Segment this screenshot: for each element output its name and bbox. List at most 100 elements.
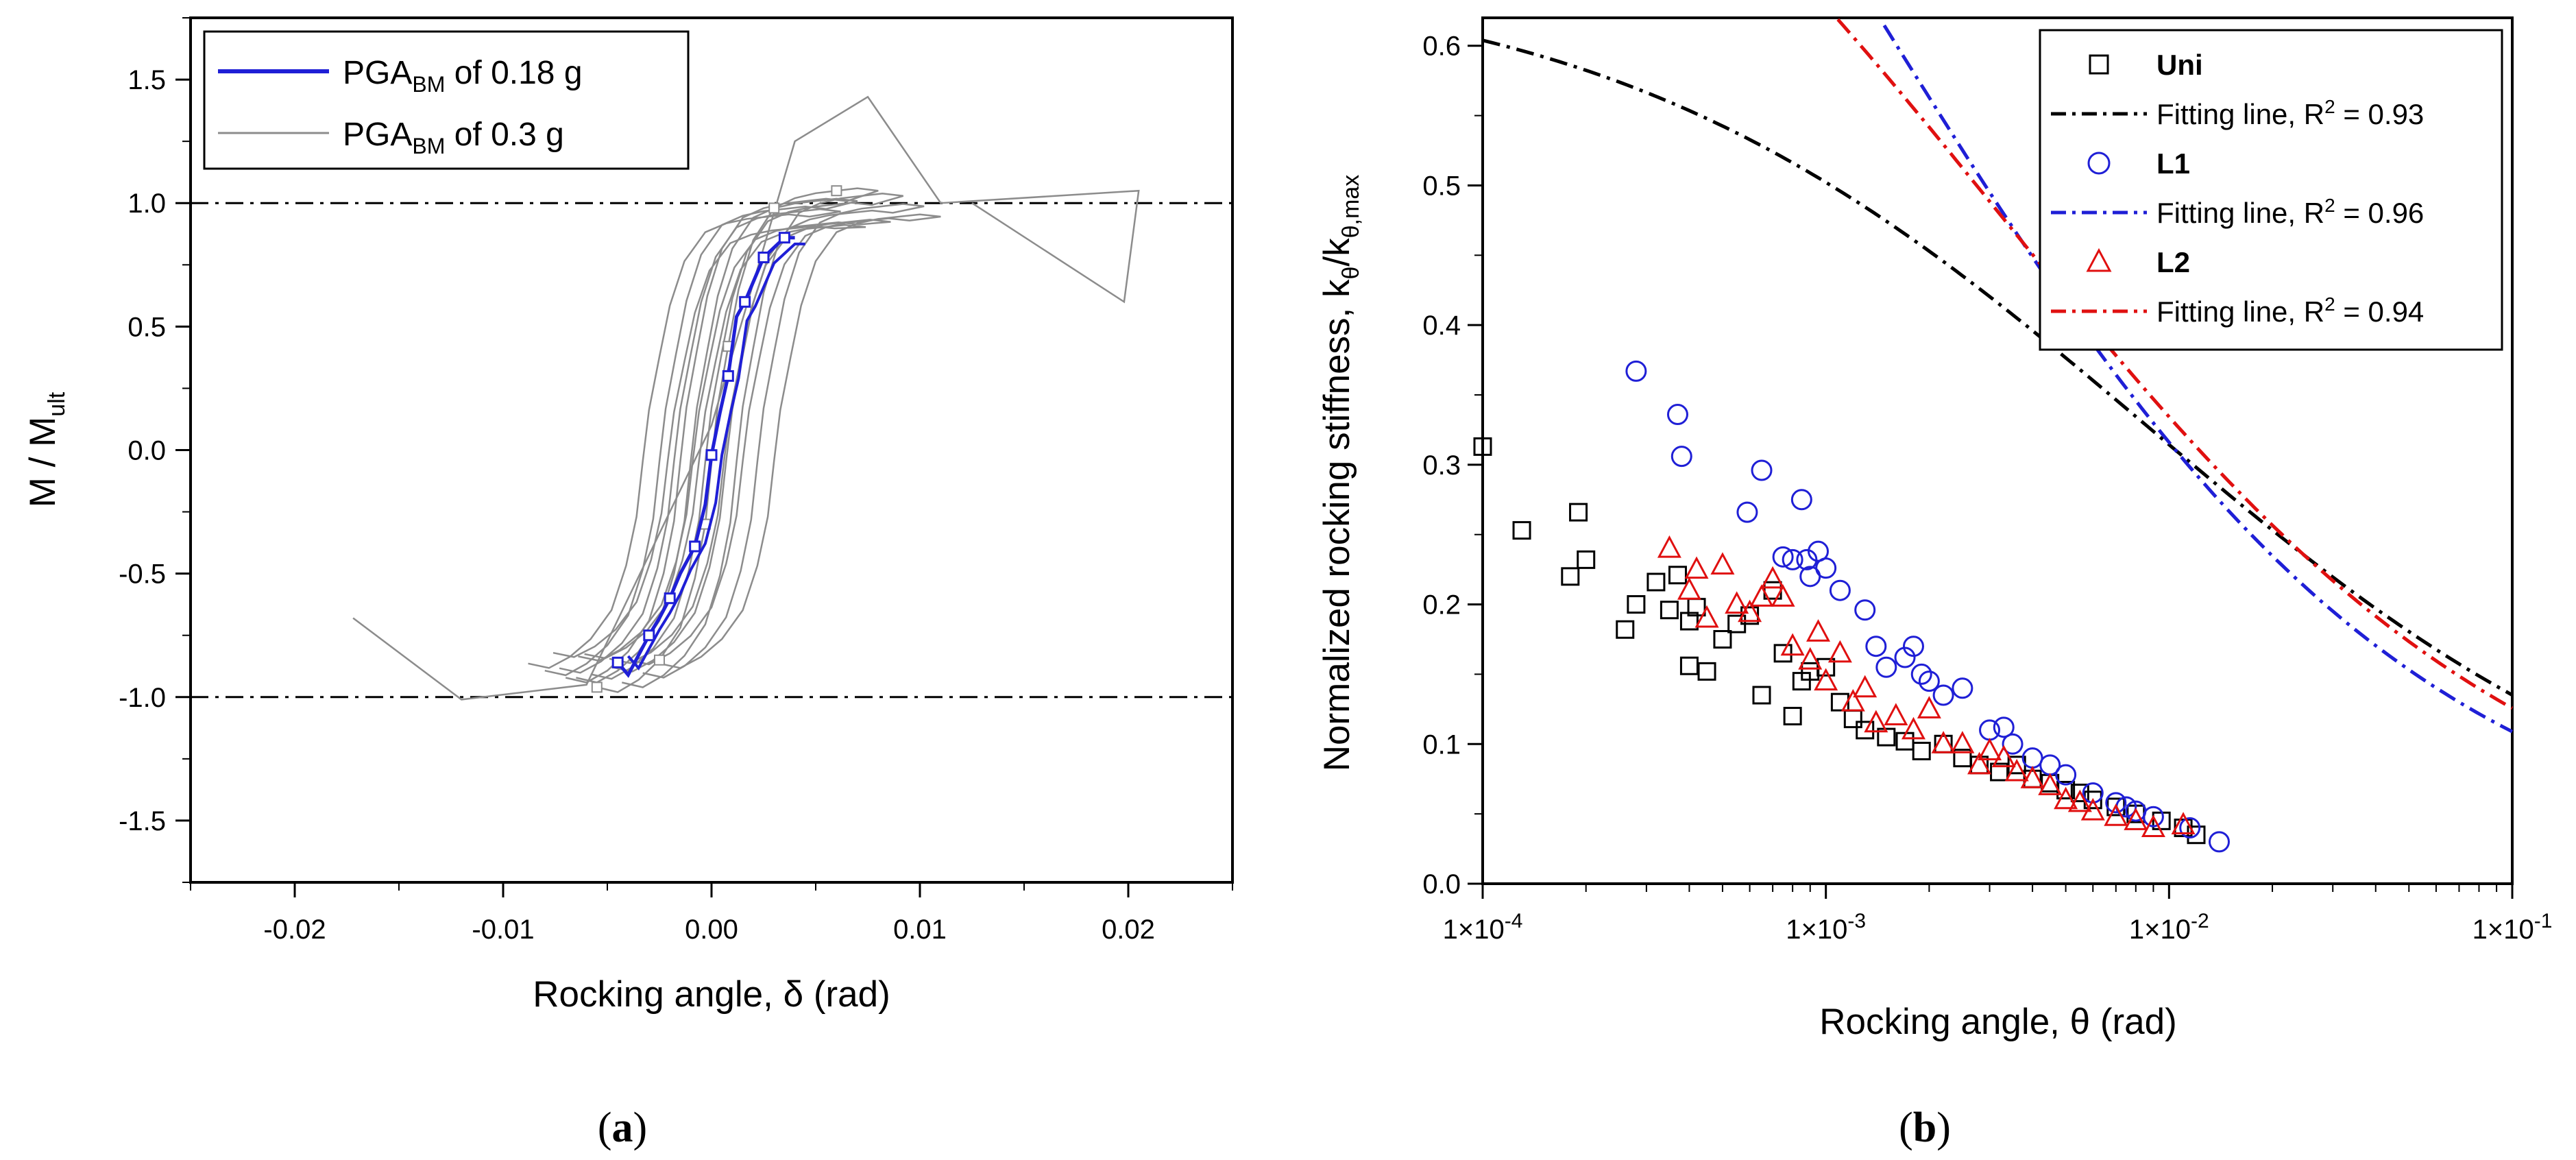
panel-b-y-axis-label: Normalized rocking stiffness, kθ/kθ,max <box>1317 175 1364 771</box>
panel-b-plot-frame <box>1481 16 2514 885</box>
panel-b-point-l2-31 <box>2080 797 2105 821</box>
panel-b-point-l1-13 <box>1854 599 1876 621</box>
panel-b-x-axis-label: Rocking angle, θ (rad) <box>1819 1002 2176 1042</box>
panel-a-series-0.3g-loop-0 <box>565 187 879 693</box>
panel-b-point-l2-5 <box>1725 591 1749 614</box>
panel-b-point-uni-23 <box>1816 657 1836 677</box>
panel-b-point-uni-10 <box>1679 656 1699 675</box>
panel-a-series-0.18g-marker-10 <box>722 370 734 382</box>
panel-b-y-tick-label-6: 0.6 <box>1422 32 1461 62</box>
panel-b-y-tick-label-4: 0.4 <box>1422 311 1461 341</box>
panel-b-y-tick-label-5: 0.5 <box>1422 171 1461 201</box>
panel-b-point-uni-2 <box>1561 567 1580 586</box>
panel-b-point-l2-10 <box>1780 633 1805 656</box>
panel-b-point-uni-4 <box>1577 550 1596 569</box>
panel-b-point-l1-29 <box>2105 792 2127 814</box>
panel-b-point-uni-5 <box>1616 620 1635 639</box>
panel-b-y-axis-label-sub2: θ,max <box>1338 175 1364 239</box>
panel-b-point-l1-8 <box>1796 548 1818 570</box>
panel-a-legend-label-0: PGABM of 0.18 g <box>343 55 583 97</box>
panel-b-point-uni-44 <box>2187 825 2206 845</box>
panel-b-point-l1-3 <box>1736 501 1758 523</box>
panel-b-point-l1-14 <box>1865 636 1887 657</box>
panel-b-point-uni-19 <box>1773 644 1793 663</box>
panel-b-point-l2-26 <box>2004 758 2029 782</box>
panel-b-y-tick-label-3: 0.3 <box>1422 450 1461 481</box>
panel-b-point-l2-4 <box>1710 552 1735 575</box>
panel-b-point-l2-6 <box>1738 599 1762 623</box>
panel-b-chart: 1×10-4 1×10-3 1×10-2 1×10-1 0.0 0.1 0.2 0.3 0.4 0… <box>1317 16 2552 1151</box>
panel-b-point-l1-19 <box>1918 670 1940 692</box>
panel-b-point-l2-21 <box>1931 731 1956 753</box>
panel-a-y-tick-label-2: 0.5 <box>127 312 166 342</box>
panel-a-series-0.18g-marker-16 <box>778 232 790 244</box>
panel-a-series-0.3g-marker-3 <box>654 654 665 666</box>
panel-b-point-l2-11 <box>1798 647 1823 670</box>
panel-b-point-uni-6 <box>1627 595 1646 614</box>
panel-b-point-l2-8 <box>1760 566 1785 589</box>
panel-b-point-l2-0 <box>1657 535 1681 558</box>
panel-b-x-tick-label-0: 1×10-4 <box>1443 910 1523 945</box>
panel-a-series-0.18g-marker-12 <box>739 295 751 308</box>
panel-b-point-uni-8 <box>1660 601 1679 620</box>
panel-b-point-uni-14 <box>1713 630 1732 649</box>
panel-b-point-uni-3 <box>1569 503 1588 522</box>
panel-b-point-l2-35 <box>2171 812 2196 834</box>
panel-b-legend-label-2: L1 <box>2156 147 2190 180</box>
panel-a-series-0.18g-marker-0 <box>611 656 624 668</box>
panel-b-point-l2-30 <box>2067 789 2092 812</box>
panel-b-point-uni-17 <box>1752 686 1771 705</box>
panel-b-point-l2-18 <box>1884 703 1908 726</box>
panel-b-point-l2-24 <box>1978 738 2002 760</box>
panel-a-series-0.3g-extreme <box>352 95 1140 701</box>
panel-b-point-l2-27 <box>2020 766 2045 788</box>
panel-a-series-0.3g-loop-7 <box>552 223 866 660</box>
panel-b-fit-line-1 <box>1882 24 2514 734</box>
panel-b-point-l2-15 <box>1840 689 1865 712</box>
panel-b-point-l2-14 <box>1827 640 1852 663</box>
panel-a-series-0.18g-return <box>627 242 805 670</box>
panel-a-legend-box <box>203 30 690 170</box>
panel-b-point-uni-7 <box>1647 572 1666 592</box>
panel-b-point-l1-2 <box>1670 446 1692 468</box>
panel-a-x-tick-label-4: 0.02 <box>1102 915 1155 945</box>
panel-b-point-l2-29 <box>2054 786 2078 810</box>
panel-b-point-l2-2 <box>1684 556 1709 579</box>
panel-b-point-uni-1 <box>1512 521 1531 540</box>
panel-b-point-l2-22 <box>1950 731 1975 753</box>
panel-b-point-uni-38 <box>2070 784 2089 803</box>
panel-b-legend-label-1: Fitting line, R2 = 0.93 <box>2156 96 2424 130</box>
panel-a-x-axis-label: Rocking angle, δ (rad) <box>533 974 890 1015</box>
panel-b-legend-label-5: Fitting line, R2 = 0.94 <box>2156 293 2424 328</box>
panel-b-point-l2-17 <box>1864 710 1888 733</box>
panel-b-point-uni-25 <box>1843 710 1862 729</box>
panel-a-series-0.18g-marker-2 <box>643 629 655 642</box>
panel-b-point-uni-27 <box>1877 727 1896 747</box>
panel-a-series-0.3g-loop-4 <box>528 208 841 674</box>
panel-b-point-l2-20 <box>1917 696 1941 718</box>
panel-b-point-l1-5 <box>1772 546 1794 568</box>
panel-a-series-0.3g-loop-5 <box>628 213 941 669</box>
panel-b-point-l1-7 <box>1790 489 1812 511</box>
panel-b-legend-marker-2 <box>2087 152 2111 175</box>
panel-b-point-l1-28 <box>2082 782 2104 804</box>
panel-b-point-l1-6 <box>1782 548 1803 570</box>
panel-a-y-tick-label-0: 1.5 <box>127 65 166 95</box>
panel-b-point-l1-22 <box>1979 719 2001 741</box>
panel-b-point-l1-21 <box>1952 677 1973 699</box>
panel-b-point-l1-0 <box>1625 360 1647 382</box>
panel-b-point-l1-1 <box>1666 404 1688 426</box>
panel-b-point-l2-28 <box>2038 773 2063 795</box>
panel-b-point-l2-3 <box>1694 605 1719 628</box>
panel-b-point-l1-17 <box>1902 636 1924 657</box>
panel-b-caption-letter: b <box>1913 1104 1936 1151</box>
panel-b-legend-marker-4 <box>2086 247 2112 272</box>
panel-b-point-l1-15 <box>1875 656 1897 678</box>
panel-a-y-tick-label-6: -1.5 <box>119 806 166 836</box>
panel-b-point-l1-20 <box>1932 684 1954 706</box>
panel-a-caption: (a) <box>598 1104 647 1151</box>
panel-b-point-l1-11 <box>1815 557 1837 579</box>
panel-b-legend-label-3: Fitting line, R2 = 0.96 <box>2156 195 2424 229</box>
panel-b-point-l2-23 <box>1967 751 1992 775</box>
